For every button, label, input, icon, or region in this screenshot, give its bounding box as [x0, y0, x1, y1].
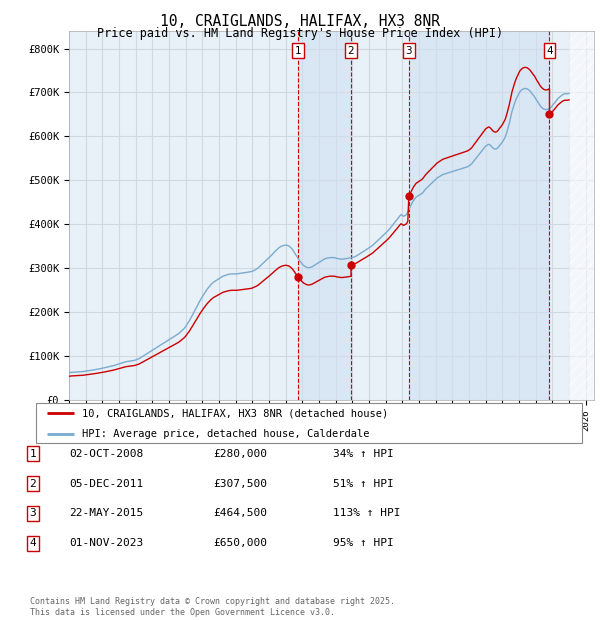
Text: 4: 4	[29, 538, 37, 548]
Text: £307,500: £307,500	[213, 479, 267, 489]
Text: 22-MAY-2015: 22-MAY-2015	[69, 508, 143, 518]
Text: £464,500: £464,500	[213, 508, 267, 518]
Text: 113% ↑ HPI: 113% ↑ HPI	[333, 508, 401, 518]
Text: Contains HM Land Registry data © Crown copyright and database right 2025.
This d: Contains HM Land Registry data © Crown c…	[30, 598, 395, 617]
Text: 05-DEC-2011: 05-DEC-2011	[69, 479, 143, 489]
Bar	[298, 31, 351, 400]
Text: 1: 1	[29, 449, 37, 459]
Text: 34% ↑ HPI: 34% ↑ HPI	[333, 449, 394, 459]
Text: 95% ↑ HPI: 95% ↑ HPI	[333, 538, 394, 548]
Text: HPI: Average price, detached house, Calderdale: HPI: Average price, detached house, Cald…	[82, 430, 370, 440]
Text: 1: 1	[295, 46, 301, 56]
Bar	[409, 31, 550, 400]
Text: 3: 3	[29, 508, 37, 518]
Text: 4: 4	[546, 46, 553, 56]
Text: 2: 2	[347, 46, 355, 56]
Text: 02-OCT-2008: 02-OCT-2008	[69, 449, 143, 459]
Text: 3: 3	[406, 46, 412, 56]
FancyBboxPatch shape	[36, 403, 582, 443]
Text: £650,000: £650,000	[213, 538, 267, 548]
Text: 10, CRAIGLANDS, HALIFAX, HX3 8NR (detached house): 10, CRAIGLANDS, HALIFAX, HX3 8NR (detach…	[82, 408, 389, 418]
Text: 2: 2	[29, 479, 37, 489]
Text: £280,000: £280,000	[213, 449, 267, 459]
Text: 01-NOV-2023: 01-NOV-2023	[69, 538, 143, 548]
Text: Price paid vs. HM Land Registry's House Price Index (HPI): Price paid vs. HM Land Registry's House …	[97, 27, 503, 40]
Text: 51% ↑ HPI: 51% ↑ HPI	[333, 479, 394, 489]
Text: 10, CRAIGLANDS, HALIFAX, HX3 8NR: 10, CRAIGLANDS, HALIFAX, HX3 8NR	[160, 14, 440, 29]
